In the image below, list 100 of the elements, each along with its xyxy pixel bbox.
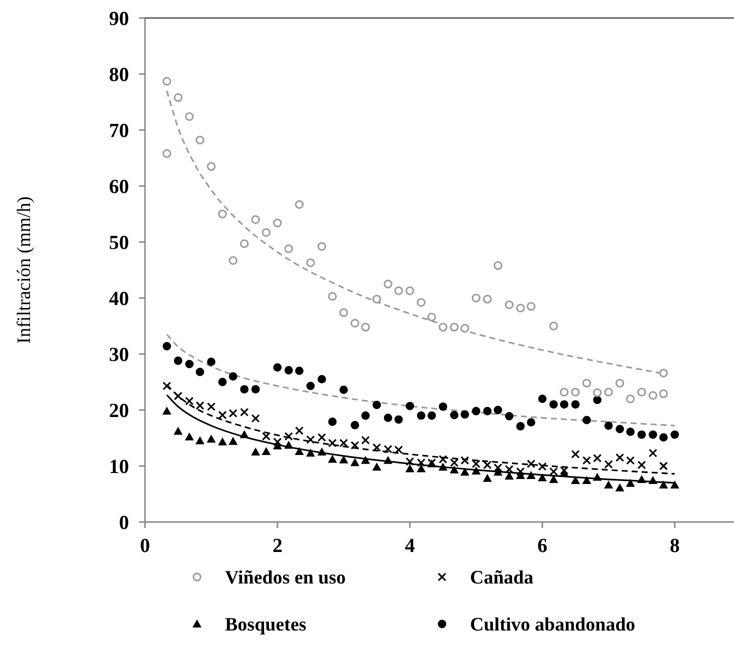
point (174, 93, 182, 102)
point (306, 435, 315, 444)
point (450, 410, 458, 420)
point (228, 372, 238, 381)
point (196, 401, 204, 410)
y-axis-title: Infiltración (mm/h) (14, 196, 35, 344)
point (560, 466, 568, 475)
point (350, 420, 360, 430)
point (637, 474, 646, 483)
point (438, 454, 448, 464)
x-tick-label: 6 (537, 535, 548, 557)
point (505, 412, 514, 420)
point (328, 292, 337, 301)
point (483, 294, 492, 304)
point (604, 388, 613, 396)
point (162, 342, 172, 350)
point (339, 308, 348, 317)
point (384, 444, 392, 454)
point (670, 430, 679, 439)
point (494, 463, 502, 472)
point (350, 440, 360, 450)
point (494, 261, 502, 270)
point (604, 480, 614, 489)
point (494, 406, 502, 414)
point (361, 411, 370, 420)
point (427, 312, 436, 322)
point (328, 438, 337, 448)
point (560, 388, 569, 396)
point (483, 406, 492, 416)
point (472, 294, 480, 302)
y-tick-label: 90 (109, 8, 129, 30)
point (582, 456, 591, 465)
x-tick-label: 8 (670, 535, 680, 557)
point (570, 476, 580, 484)
y-tick-label: 0 (119, 512, 129, 534)
point (460, 324, 470, 333)
point (162, 406, 172, 415)
point (406, 457, 414, 466)
point (406, 286, 414, 296)
point (218, 210, 227, 218)
point (251, 414, 260, 423)
point (361, 436, 370, 445)
point (582, 378, 592, 388)
point (482, 474, 492, 482)
point (637, 460, 646, 470)
point (616, 453, 624, 462)
point (582, 416, 591, 424)
point (438, 402, 448, 411)
point (295, 426, 304, 436)
legend-label: Cañada (470, 568, 534, 589)
point (504, 465, 514, 474)
point (450, 322, 459, 332)
point (262, 446, 271, 455)
point (262, 228, 271, 237)
point (592, 388, 602, 397)
point (196, 368, 204, 376)
point (284, 244, 294, 254)
point (659, 480, 668, 489)
point (306, 448, 316, 457)
point (251, 448, 260, 456)
point (372, 462, 382, 471)
y-tick-label: 10 (109, 456, 129, 478)
point (240, 408, 249, 417)
point (526, 302, 536, 311)
point (372, 400, 381, 410)
point (416, 411, 426, 420)
point (604, 460, 613, 469)
point (526, 459, 536, 468)
point (361, 456, 370, 464)
point (328, 418, 337, 426)
point (218, 437, 227, 446)
point (592, 472, 602, 481)
point (306, 258, 315, 268)
point (174, 426, 183, 435)
point (549, 467, 558, 476)
point (284, 432, 293, 441)
point (294, 446, 304, 455)
point (206, 434, 216, 443)
point (262, 432, 270, 441)
y-tick-label: 20 (109, 400, 129, 422)
legend-label: Viñedos en uso (225, 568, 346, 589)
point (318, 375, 326, 384)
point (626, 428, 635, 436)
point (317, 242, 326, 251)
point (604, 421, 613, 430)
point (339, 438, 348, 448)
point (615, 483, 624, 492)
point (538, 394, 547, 403)
point (372, 443, 382, 452)
point (516, 467, 525, 476)
point (372, 294, 382, 304)
point (526, 471, 536, 480)
y-tick-label: 40 (109, 288, 129, 310)
point (526, 418, 536, 427)
point (218, 378, 227, 386)
legend-label: Bosquetes (225, 614, 306, 636)
point (549, 322, 558, 330)
point (493, 468, 502, 476)
legend-label: Cultivo abandonado (470, 614, 636, 636)
point (218, 410, 227, 420)
